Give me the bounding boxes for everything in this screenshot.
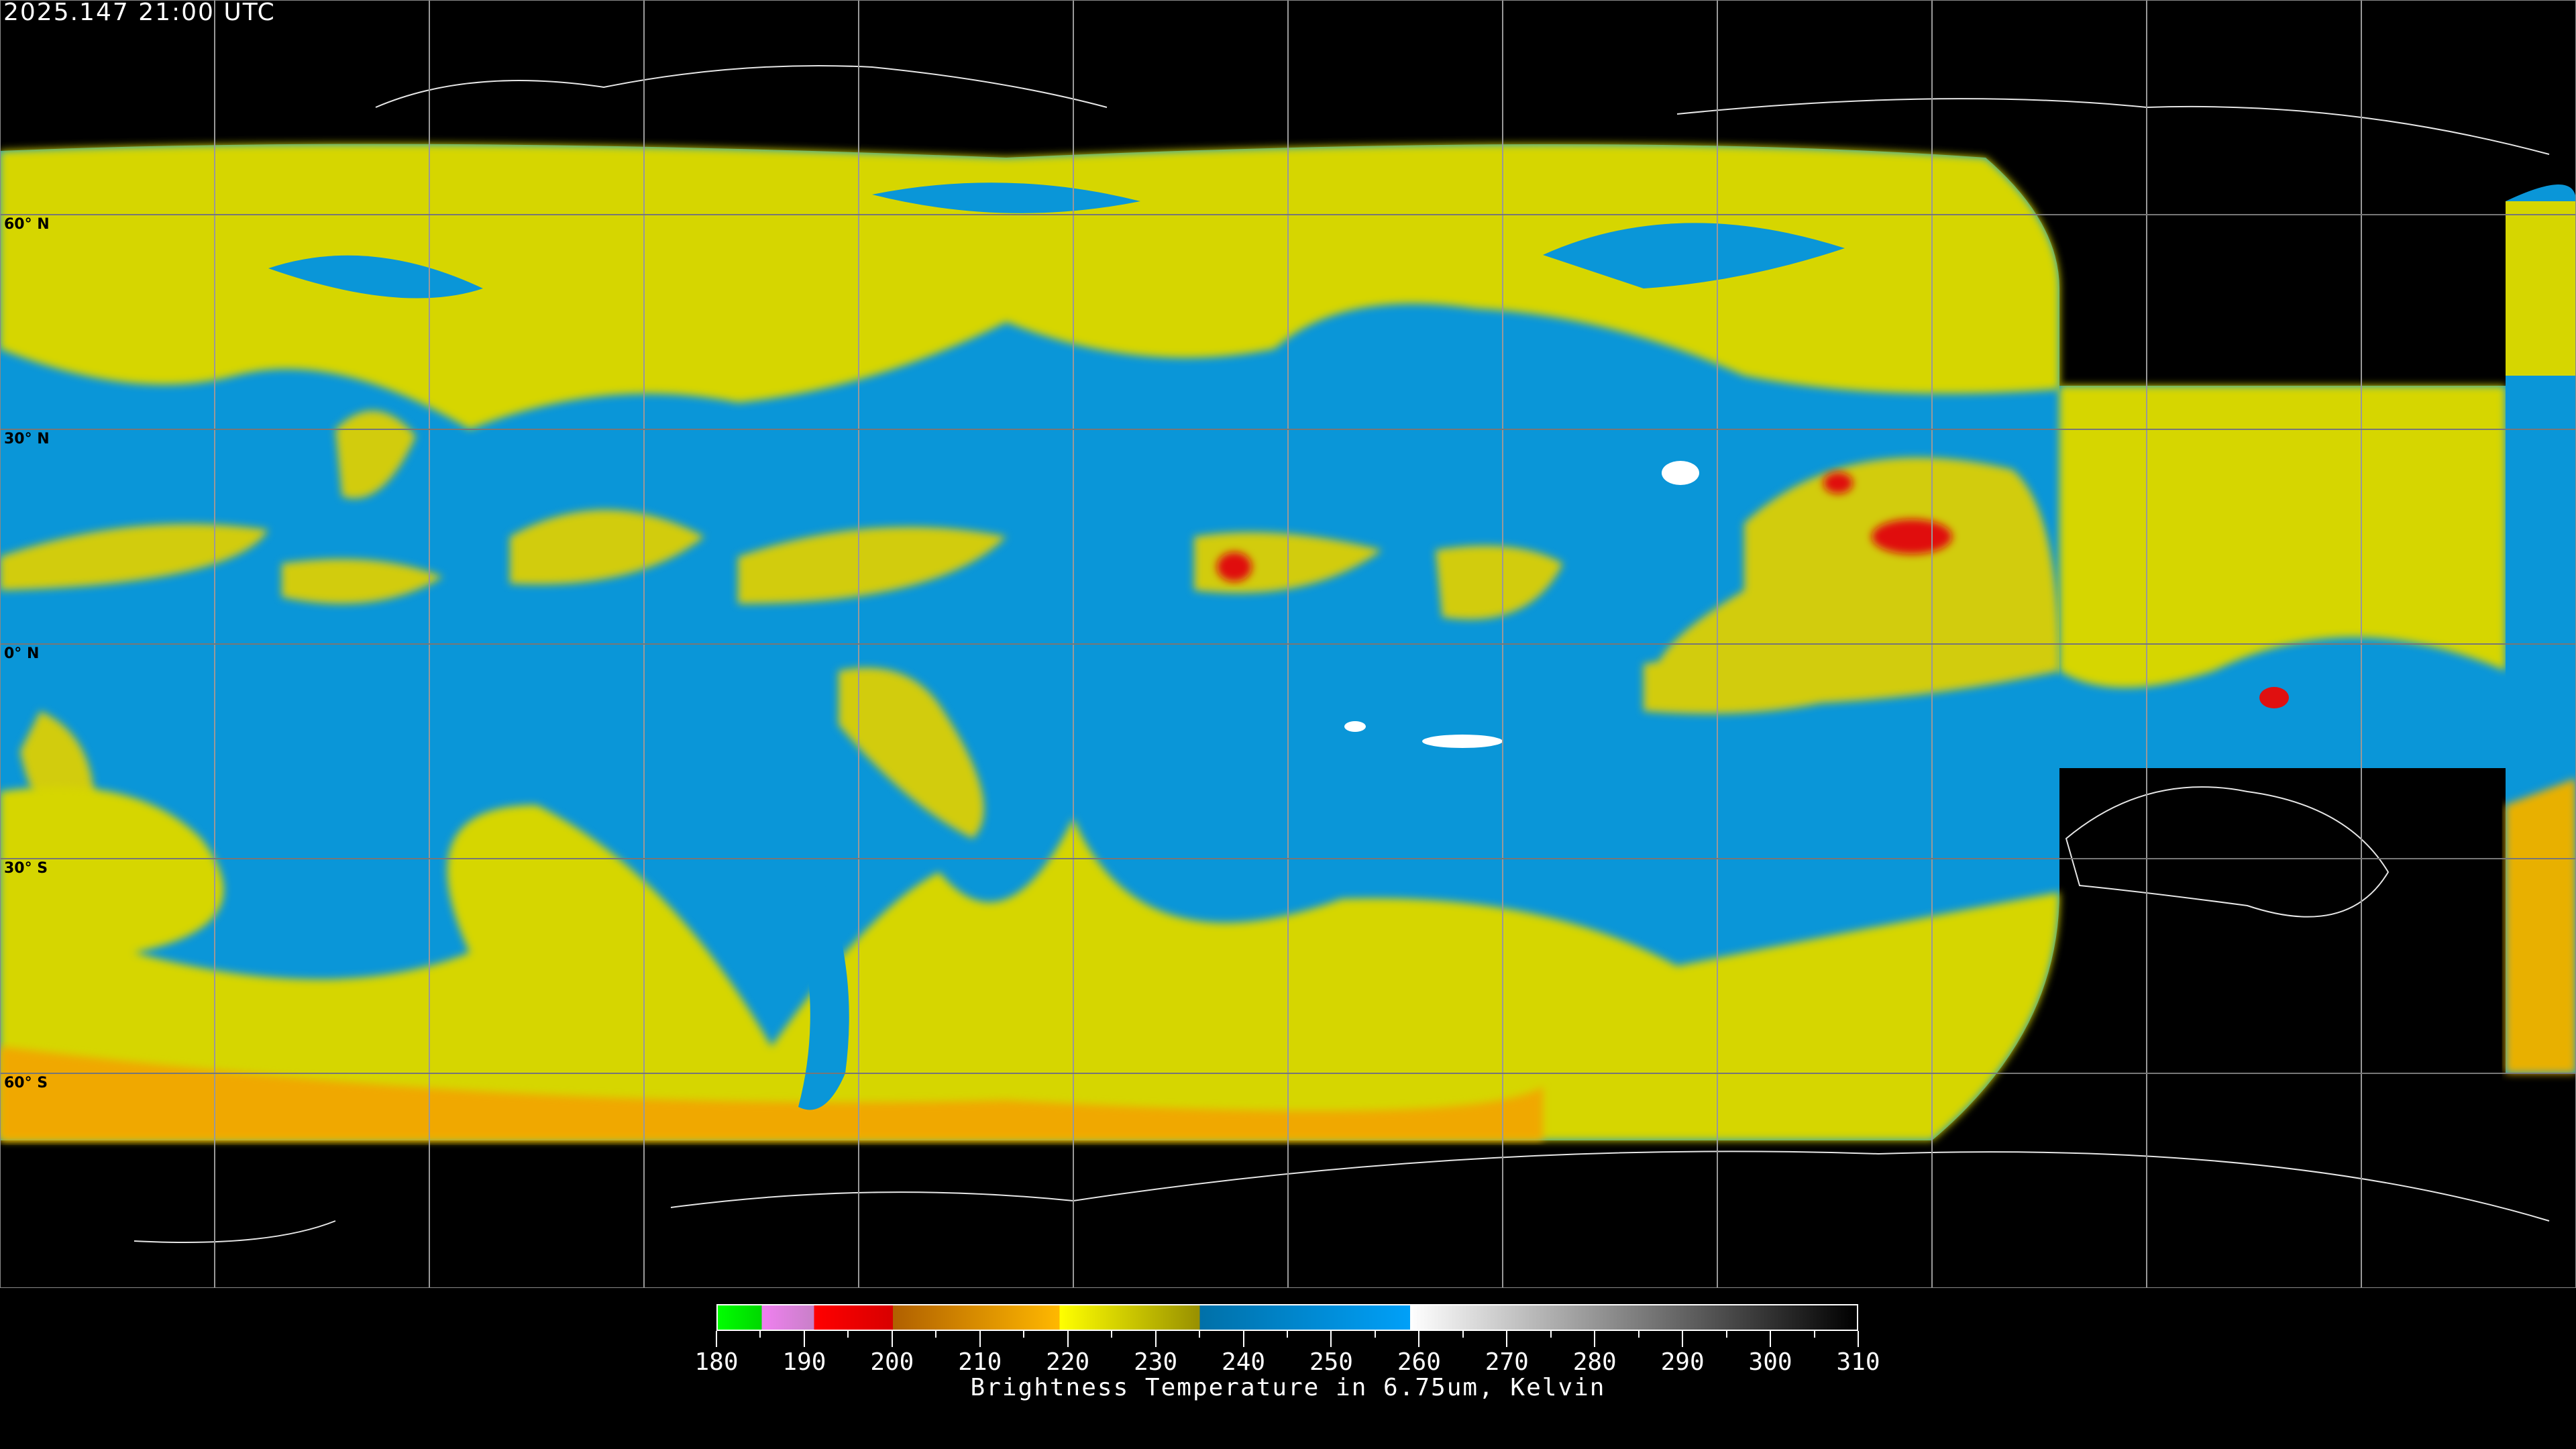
water-vapor-map [0, 0, 2576, 1288]
colorbar-tick-label: 290 [1660, 1348, 1705, 1376]
colorbar-tick [716, 1331, 717, 1347]
colorbar-tick [979, 1331, 981, 1347]
colorbar-tick [1506, 1331, 1508, 1347]
colorbar-tick [1682, 1331, 1684, 1347]
graticule [0, 0, 2576, 1288]
lat-label-0: 0° N [4, 645, 40, 662]
colorbar-tick [1374, 1331, 1376, 1338]
colorbar-tick-label: 210 [958, 1348, 1002, 1376]
colorbar-tick [935, 1331, 937, 1338]
colorbar-tick-label: 190 [782, 1348, 826, 1376]
lat-label-30s: 30° S [4, 860, 48, 877]
colorbar-tick-label: 270 [1485, 1348, 1529, 1376]
colorbar [716, 1304, 1858, 1331]
colorbar-tick-label: 310 [1836, 1348, 1880, 1376]
lat-label-30n: 30° N [4, 431, 50, 447]
colorbar-tick [1287, 1331, 1288, 1338]
imagery-main [0, 144, 2059, 1140]
colorbar-tick-label: 180 [694, 1348, 739, 1376]
colorbar-tick [891, 1331, 893, 1347]
colorbar-ticks: 180 190 200 210 220 230 240 250 260 270 280 290 300 3… [694, 1331, 1880, 1376]
colorbar-tick [1858, 1331, 1859, 1347]
colorbar-tick-label: 200 [870, 1348, 914, 1376]
colorbar-tick [1462, 1331, 1464, 1338]
colorbar-tick [1725, 1331, 1727, 1338]
colorbar-tick [1199, 1331, 1201, 1338]
colorbar-tick [759, 1331, 761, 1338]
colorbar-tick-label: 280 [1572, 1348, 1617, 1376]
colorbar-tick [803, 1331, 805, 1347]
colorbar-tick-label: 220 [1046, 1348, 1090, 1376]
colorbar-tick-label: 230 [1134, 1348, 1178, 1376]
colorbar-tick [1330, 1331, 1332, 1347]
colorbar-tick [1242, 1331, 1244, 1347]
colorbar-tick [847, 1331, 849, 1338]
colorbar-tick-label: 250 [1309, 1348, 1353, 1376]
colorbar-tick [1550, 1331, 1552, 1338]
colorbar-title: Brightness Temperature in 6.75um, Kelvin [970, 1374, 1606, 1401]
colorbar-tick [1594, 1331, 1596, 1347]
lat-label-60n: 60° N [4, 216, 50, 233]
colorbar-tick [1638, 1331, 1640, 1338]
colorbar-tick-label: 300 [1748, 1348, 1792, 1376]
colorbar-tick [1023, 1331, 1025, 1338]
imagery-east [2059, 184, 2576, 1073]
lat-label-60s: 60° S [4, 1075, 48, 1091]
colorbar-tick [1418, 1331, 1420, 1347]
colorbar-tick-label: 240 [1222, 1348, 1266, 1376]
colorbar-tick [1155, 1331, 1157, 1347]
colorbar-tick [1067, 1331, 1069, 1347]
colorbar-tick-label: 260 [1397, 1348, 1441, 1376]
colorbar-tick [1813, 1331, 1815, 1338]
colorbar-tick [1770, 1331, 1772, 1347]
timestamp: 2025.147 21:00 UTC [3, 0, 276, 26]
colorbar-tick [1111, 1331, 1113, 1338]
